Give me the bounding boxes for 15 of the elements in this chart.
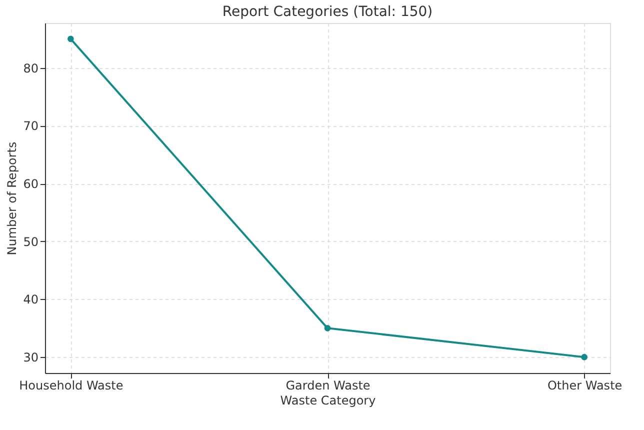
x-axis-title: Waste Category	[280, 394, 376, 408]
point	[68, 36, 74, 42]
point	[581, 354, 588, 360]
x-tick-label: Garden Waste	[286, 378, 370, 392]
x-tick-label: Other Waste	[547, 378, 622, 392]
y-tick-label: 40	[23, 292, 38, 307]
y-tick-label: 80	[23, 61, 38, 76]
x-tick-label: Household Waste	[19, 378, 124, 392]
y-tick-label: 70	[23, 119, 38, 134]
y-tick-label: 30	[23, 350, 38, 365]
y-tick-label: 60	[23, 177, 38, 192]
y-axis-title: Number of Reports	[5, 142, 20, 256]
point	[324, 325, 331, 332]
chart-title: Report Categories (Total: 150)	[222, 4, 433, 20]
y-tick-label: 50	[23, 234, 38, 249]
